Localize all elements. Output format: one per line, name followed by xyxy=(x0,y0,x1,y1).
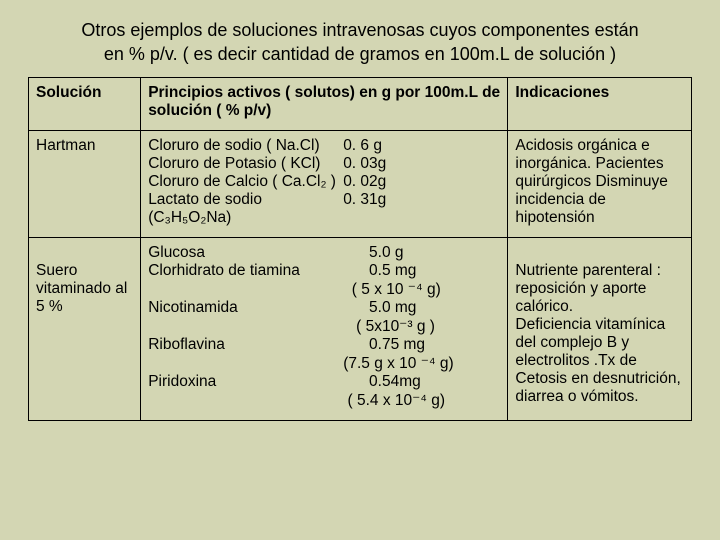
component-line: Cloruro de Potasio ( KCl)0. 03g xyxy=(148,155,500,173)
cell-indicaciones: Nutriente parenteral : reposición y apor… xyxy=(508,237,692,420)
component-line: Clorhidrato de tiamina 0.5 mg xyxy=(148,262,500,280)
component-line: Piridoxina 0.54mg xyxy=(148,373,500,391)
table-header-row: Solución Principios activos ( solutos) e… xyxy=(29,77,692,130)
component-amount: ( 5x10⁻³ g ) xyxy=(343,317,500,336)
component-name xyxy=(148,280,343,299)
header-indicaciones: Indicaciones xyxy=(508,77,692,130)
component-name xyxy=(148,317,343,336)
component-name: Lactato de sodio (C₃H₅O₂Na) xyxy=(148,191,343,227)
component-name xyxy=(148,391,343,410)
header-principios: Principios activos ( solutos) en g por 1… xyxy=(141,77,508,130)
cell-indicaciones: Acidosis orgánica e inorgánica. Paciente… xyxy=(508,130,692,237)
table-row: Suero vitaminado al 5 %Glucosa 5.0 gClor… xyxy=(29,237,692,420)
component-line: Lactato de sodio (C₃H₅O₂Na)0. 31g xyxy=(148,191,500,227)
component-name xyxy=(148,354,343,373)
component-amount: ( 5.4 x 10⁻⁴ g) xyxy=(343,391,500,410)
component-amount: 0. 31g xyxy=(343,191,500,227)
component-line: ( 5.4 x 10⁻⁴ g) xyxy=(148,391,500,410)
component-name: Nicotinamida xyxy=(148,299,343,317)
header-solucion: Solución xyxy=(29,77,141,130)
title-line-2: en % p/v. ( es decir cantidad de gramos … xyxy=(104,44,616,64)
component-line: Riboflavina 0.75 mg xyxy=(148,336,500,354)
component-name: Glucosa xyxy=(148,244,343,262)
page-title: Otros ejemplos de soluciones intravenosa… xyxy=(28,18,692,67)
component-amount: 5.0 mg xyxy=(343,299,500,317)
cell-principios: Glucosa 5.0 gClorhidrato de tiamina 0.5 … xyxy=(141,237,508,420)
table-body: HartmanCloruro de sodio ( Na.Cl)0. 6 gCl… xyxy=(29,130,692,420)
component-line: Glucosa 5.0 g xyxy=(148,244,500,262)
table-row: HartmanCloruro de sodio ( Na.Cl)0. 6 gCl… xyxy=(29,130,692,237)
component-amount: (7.5 g x 10 ⁻⁴ g) xyxy=(343,354,500,373)
cell-principios: Cloruro de sodio ( Na.Cl)0. 6 gCloruro d… xyxy=(141,130,508,237)
component-line: Nicotinamida 5.0 mg xyxy=(148,299,500,317)
component-line: Cloruro de sodio ( Na.Cl)0. 6 g xyxy=(148,137,500,155)
component-name: Cloruro de Calcio ( Ca.Cl₂ ) xyxy=(148,173,343,191)
component-amount: 0.5 mg xyxy=(343,262,500,280)
component-amount: 0. 6 g xyxy=(343,137,500,155)
component-amount: 0. 03g xyxy=(343,155,500,173)
solutions-table: Solución Principios activos ( solutos) e… xyxy=(28,77,692,421)
component-amount: 0. 02g xyxy=(343,173,500,191)
component-line: ( 5 x 10 ⁻⁴ g) xyxy=(148,280,500,299)
component-amount: 5.0 g xyxy=(343,244,500,262)
component-amount: 0.54mg xyxy=(343,373,500,391)
cell-solucion: Suero vitaminado al 5 % xyxy=(29,237,141,420)
component-name: Piridoxina xyxy=(148,373,343,391)
component-amount: ( 5 x 10 ⁻⁴ g) xyxy=(343,280,500,299)
component-line: ( 5x10⁻³ g ) xyxy=(148,317,500,336)
component-name: Clorhidrato de tiamina xyxy=(148,262,343,280)
component-name: Cloruro de Potasio ( KCl) xyxy=(148,155,343,173)
component-amount: 0.75 mg xyxy=(343,336,500,354)
component-name: Riboflavina xyxy=(148,336,343,354)
component-line: Cloruro de Calcio ( Ca.Cl₂ )0. 02g xyxy=(148,173,500,191)
cell-solucion: Hartman xyxy=(29,130,141,237)
title-line-1: Otros ejemplos de soluciones intravenosa… xyxy=(81,20,638,40)
component-name: Cloruro de sodio ( Na.Cl) xyxy=(148,137,343,155)
component-line: (7.5 g x 10 ⁻⁴ g) xyxy=(148,354,500,373)
